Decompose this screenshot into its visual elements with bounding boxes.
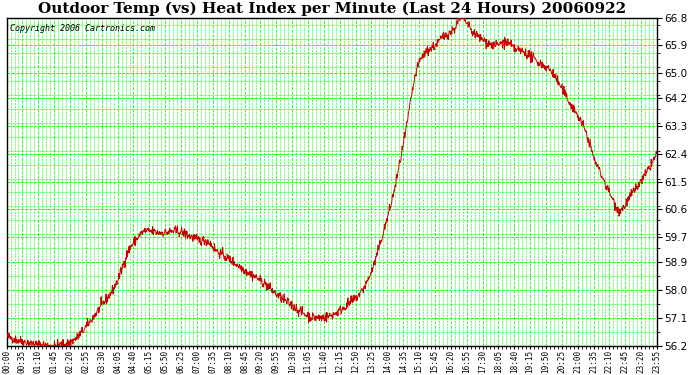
Text: Copyright 2006 Cartronics.com: Copyright 2006 Cartronics.com [10,24,155,33]
Title: Outdoor Temp (vs) Heat Index per Minute (Last 24 Hours) 20060922: Outdoor Temp (vs) Heat Index per Minute … [38,2,626,16]
